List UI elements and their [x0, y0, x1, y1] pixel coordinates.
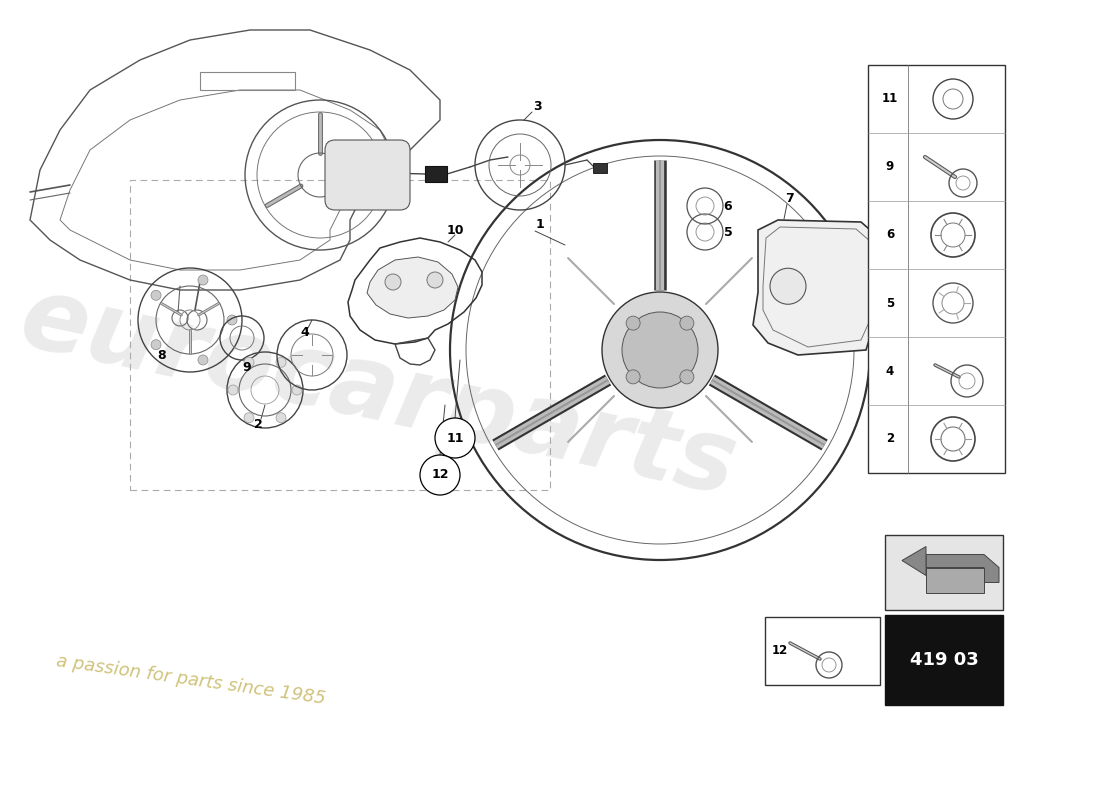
Circle shape: [227, 315, 236, 325]
Text: 4: 4: [300, 326, 309, 338]
Circle shape: [602, 292, 718, 408]
Bar: [130, 180, 550, 490]
Text: 5: 5: [886, 297, 894, 310]
Circle shape: [151, 290, 161, 300]
FancyBboxPatch shape: [324, 140, 410, 210]
Bar: [593, 163, 607, 173]
Circle shape: [621, 312, 698, 388]
Circle shape: [420, 455, 460, 495]
Text: 10: 10: [447, 223, 464, 237]
Bar: [886, 615, 1003, 705]
Text: eurocarparts: eurocarparts: [11, 270, 745, 517]
Circle shape: [151, 340, 161, 350]
Text: 5: 5: [724, 226, 733, 238]
Circle shape: [276, 413, 286, 422]
Circle shape: [276, 358, 286, 367]
Text: 2: 2: [254, 418, 263, 431]
Circle shape: [292, 385, 302, 395]
Circle shape: [680, 370, 694, 384]
Circle shape: [427, 272, 443, 288]
Bar: [886, 535, 1003, 610]
Bar: [200, 72, 295, 90]
Circle shape: [244, 358, 254, 367]
Polygon shape: [754, 220, 884, 355]
Circle shape: [626, 370, 640, 384]
Bar: [425, 166, 447, 182]
Polygon shape: [926, 567, 984, 593]
Text: 11: 11: [882, 93, 898, 106]
Text: 6: 6: [886, 229, 894, 242]
Text: 11: 11: [447, 431, 464, 445]
Text: 2: 2: [886, 433, 894, 446]
Text: 419 03: 419 03: [910, 651, 978, 669]
Text: 3: 3: [534, 99, 542, 113]
Polygon shape: [926, 554, 999, 582]
Circle shape: [198, 275, 208, 285]
Text: 9: 9: [243, 362, 251, 374]
Text: 1: 1: [536, 218, 544, 231]
Circle shape: [770, 268, 806, 304]
Text: 12: 12: [772, 645, 788, 658]
Circle shape: [385, 274, 402, 290]
Circle shape: [244, 413, 254, 422]
Circle shape: [626, 316, 640, 330]
Text: 7: 7: [785, 191, 794, 205]
Circle shape: [434, 418, 475, 458]
Text: 9: 9: [886, 161, 894, 174]
Bar: [868, 65, 1005, 473]
Text: a passion for parts since 1985: a passion for parts since 1985: [55, 652, 327, 708]
Polygon shape: [367, 257, 458, 318]
Circle shape: [228, 385, 238, 395]
Text: 4: 4: [886, 365, 894, 378]
Text: 12: 12: [431, 469, 449, 482]
Circle shape: [198, 355, 208, 365]
Text: 8: 8: [157, 349, 166, 362]
Circle shape: [680, 316, 694, 330]
Text: 6: 6: [724, 199, 733, 213]
Polygon shape: [902, 546, 926, 575]
Bar: [764, 617, 880, 685]
